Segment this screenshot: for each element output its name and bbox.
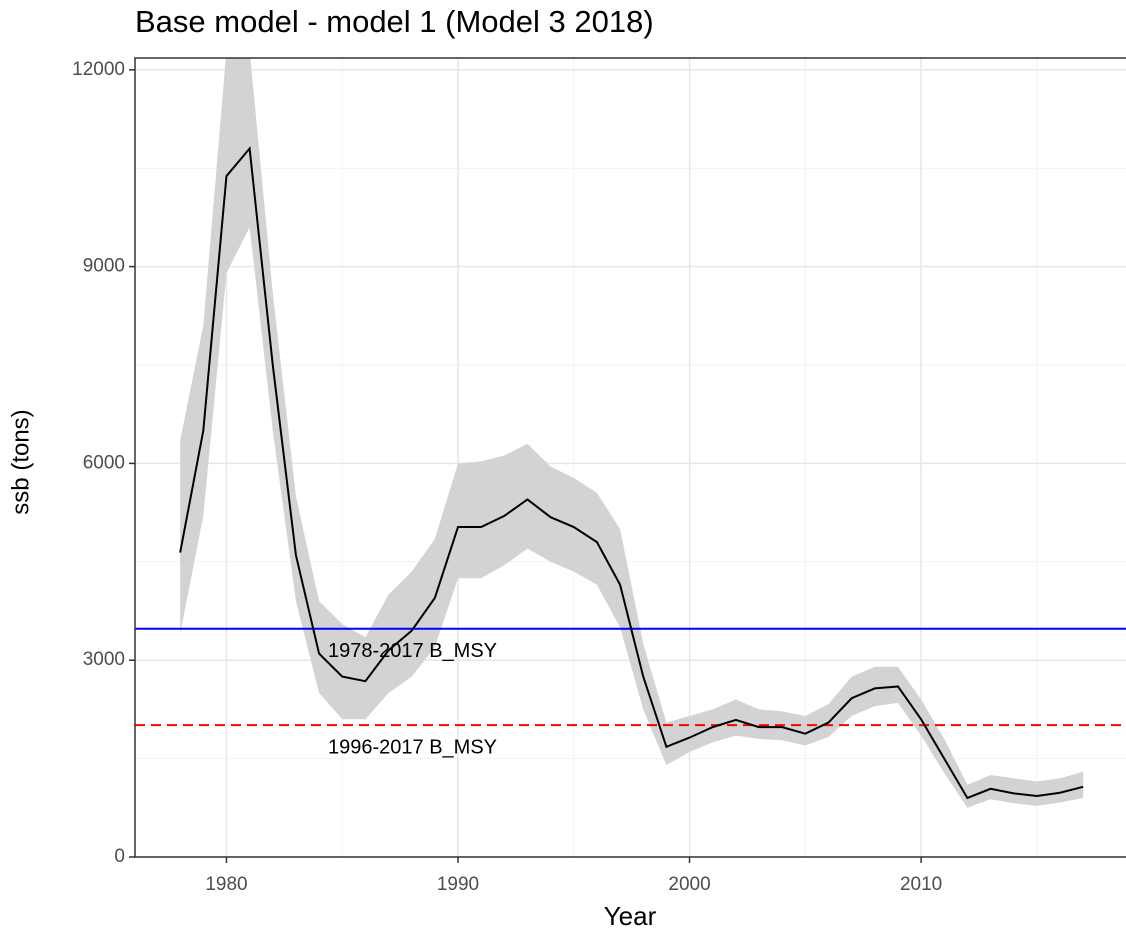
chart-title: Base model - model 1 (Model 3 2018) (135, 4, 654, 39)
y-tick-label: 6000 (83, 452, 125, 473)
y-axis-title: ssb (tons) (7, 409, 34, 514)
y-tick-label: 3000 (83, 649, 125, 670)
x-tick-label: 2010 (900, 874, 942, 895)
plot-panel (135, 58, 1126, 857)
confidence-ribbon (180, 58, 1084, 808)
y-tick-label: 12000 (72, 59, 125, 80)
panel-border (134, 57, 1126, 858)
x-tick-label: 2000 (668, 874, 710, 895)
x-tick-label: 1990 (437, 874, 479, 895)
ssb-line (179, 146, 1084, 800)
reference-label: 1978-2017 B_MSY (328, 640, 497, 662)
x-tick-label: 1980 (205, 874, 247, 895)
x-axis-title: Year (604, 901, 657, 931)
reference-label: 1996-2017 B_MSY (328, 736, 497, 758)
y-tick-label: 9000 (83, 256, 125, 277)
y-tick-label: 0 (114, 846, 125, 867)
panel-background (135, 58, 1126, 857)
